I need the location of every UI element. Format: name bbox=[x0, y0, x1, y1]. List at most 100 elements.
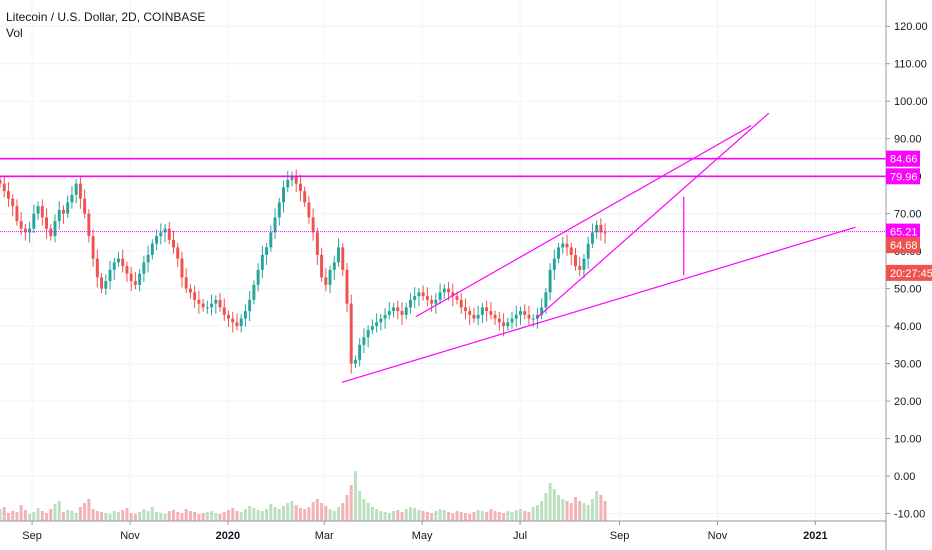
volume-bar bbox=[447, 512, 451, 521]
candle-body bbox=[586, 243, 590, 259]
candle-body bbox=[138, 273, 142, 285]
candle-body bbox=[28, 228, 32, 233]
volume-bar bbox=[519, 509, 522, 521]
volume-bar bbox=[493, 511, 497, 521]
volume-bar bbox=[379, 511, 383, 521]
candle-body bbox=[527, 314, 531, 319]
candle-body bbox=[595, 224, 599, 233]
candle-body bbox=[472, 314, 476, 319]
candle-body bbox=[557, 247, 561, 259]
volume-bar bbox=[510, 512, 514, 521]
candle-body bbox=[392, 307, 396, 312]
volume-bar bbox=[523, 511, 527, 521]
price-tick-label: 20.00 bbox=[894, 396, 922, 408]
volume-bar bbox=[108, 514, 112, 521]
time-tick-label: Jul bbox=[513, 530, 527, 542]
volume-bar bbox=[413, 508, 417, 521]
candle-body bbox=[11, 198, 15, 207]
candle-body bbox=[400, 311, 404, 315]
volume-bar bbox=[197, 514, 201, 521]
trendline[interactable] bbox=[415, 125, 752, 318]
candle-body bbox=[476, 314, 480, 319]
volume-bars bbox=[0, 471, 607, 521]
volume-bar bbox=[32, 512, 36, 521]
candle-body bbox=[590, 232, 594, 244]
volume-bar bbox=[117, 512, 120, 521]
candle-body bbox=[6, 191, 10, 199]
candle-body bbox=[15, 206, 19, 222]
volume-bar bbox=[320, 503, 324, 521]
volume-bar bbox=[74, 513, 78, 521]
candle-body bbox=[480, 307, 484, 315]
candle-body bbox=[370, 326, 374, 330]
price-tag bbox=[886, 150, 920, 167]
price-tick-label: 50.00 bbox=[894, 284, 922, 296]
volume-bar bbox=[286, 503, 290, 521]
candle-body bbox=[506, 322, 510, 327]
volume-bar bbox=[91, 509, 95, 521]
volume-bar bbox=[442, 510, 446, 521]
volume-bar bbox=[121, 510, 125, 521]
price-tag bbox=[886, 237, 920, 254]
candle-body bbox=[23, 228, 27, 233]
volume-bar bbox=[53, 504, 57, 521]
volume-bar bbox=[506, 511, 510, 521]
candle-body bbox=[425, 296, 429, 300]
volume-bar bbox=[417, 510, 421, 521]
candle-body bbox=[362, 337, 366, 345]
candle-body bbox=[256, 269, 260, 285]
volume-bar bbox=[307, 507, 311, 521]
candle-body bbox=[227, 314, 230, 319]
candle-body bbox=[243, 311, 247, 319]
volume-bar bbox=[83, 503, 87, 521]
candle-body bbox=[320, 254, 324, 278]
candle-body bbox=[290, 176, 294, 180]
candle-body bbox=[387, 311, 391, 315]
candle-body bbox=[201, 303, 205, 308]
volume-bar bbox=[222, 512, 226, 521]
trendline[interactable] bbox=[535, 112, 770, 320]
candle-body bbox=[87, 213, 91, 237]
time-axis[interactable]: Sep Nov 2020 Mar May Jul Sep Nov 2021 bbox=[22, 521, 828, 542]
candle-body bbox=[125, 266, 129, 274]
candle-body bbox=[396, 307, 400, 312]
volume-bar bbox=[315, 499, 319, 521]
candle-body bbox=[112, 262, 116, 270]
volume-bar bbox=[277, 509, 281, 521]
candle-body bbox=[235, 322, 239, 327]
volume-bar bbox=[184, 509, 188, 521]
candle-body bbox=[159, 232, 163, 237]
volume-bar bbox=[544, 493, 548, 521]
volume-bar bbox=[0, 509, 2, 521]
candle-body bbox=[36, 206, 40, 214]
volume-bar bbox=[366, 503, 370, 521]
volume-bar bbox=[49, 509, 53, 521]
volume-bar bbox=[210, 511, 214, 521]
candle-body bbox=[383, 314, 387, 319]
candle-body bbox=[303, 191, 307, 203]
candle-body bbox=[269, 232, 273, 248]
candle-body bbox=[468, 311, 472, 315]
volume-bar bbox=[535, 505, 539, 521]
volume-bar bbox=[311, 502, 315, 521]
volume-bar bbox=[6, 513, 10, 521]
candle-body bbox=[57, 209, 61, 222]
candle-body bbox=[91, 236, 95, 259]
candle-body bbox=[40, 206, 44, 218]
candle-body bbox=[582, 258, 586, 270]
candle-body bbox=[315, 232, 319, 255]
candle-body bbox=[502, 322, 506, 327]
candle-body bbox=[523, 311, 527, 315]
candle-body bbox=[45, 217, 49, 229]
time-tick-label: 2020 bbox=[216, 530, 240, 542]
volume-bar bbox=[256, 510, 260, 521]
volume-bar bbox=[590, 499, 594, 521]
price-tag-label: 20:27:45 bbox=[890, 268, 932, 280]
trendline[interactable] bbox=[341, 226, 856, 383]
volume-bar bbox=[28, 514, 32, 521]
volume-bar bbox=[480, 511, 484, 521]
candle-body bbox=[231, 318, 235, 323]
candle-body bbox=[455, 296, 459, 300]
volume-bar bbox=[260, 511, 264, 521]
volume-label: Vol bbox=[6, 26, 23, 40]
